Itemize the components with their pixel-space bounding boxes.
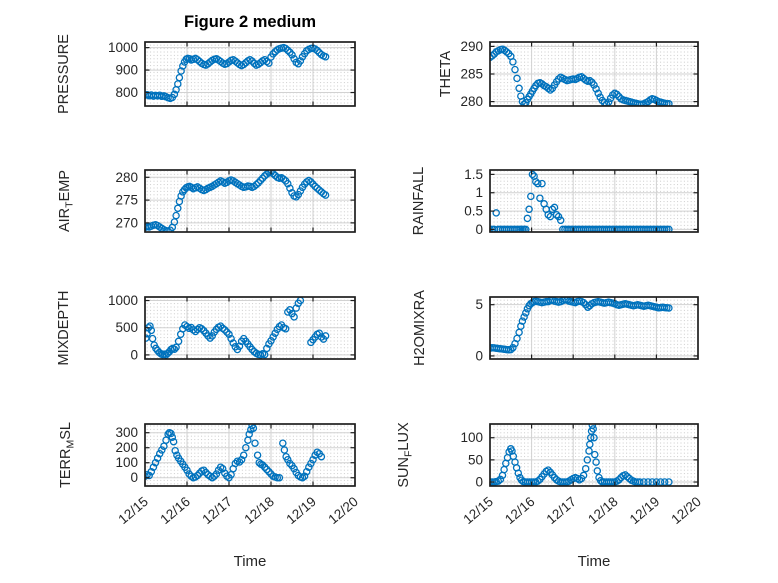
y-tick-label: 500 <box>115 320 138 335</box>
x-tick-label: 12/16 <box>157 494 193 527</box>
subplot-THETA: 280 285 290 THETA <box>438 39 699 109</box>
y-tick-label: 800 <box>115 85 138 100</box>
y-tick-label: 200 <box>115 440 138 455</box>
y-tick-label: 280 <box>115 170 138 185</box>
y-tick-label: 0 <box>475 475 483 490</box>
data-points <box>490 45 673 106</box>
tick-marks <box>489 424 699 486</box>
y-tick-label: 0.5 <box>464 204 483 219</box>
y-tick-label: 0 <box>130 470 138 485</box>
y-tick-label: 0 <box>475 222 483 237</box>
y-axis-label-H2OMIXRA: H2OMIXRA <box>412 290 428 366</box>
data-points <box>490 297 673 354</box>
x-tick-label: 12/19 <box>283 494 319 527</box>
y-tick-label: 1 <box>475 185 483 200</box>
subplot-SUN_FLUX: 0 50 100 SUNFLUX 12/15 12/16 12/17 12/18 12/19 12… <box>396 422 704 527</box>
x-tick-label: 12/18 <box>585 494 621 527</box>
subplot-H2OMIXRA: 0 5 H2OMIXRA <box>412 290 699 366</box>
axis-box <box>144 169 356 233</box>
x-tick-label: 12/20 <box>668 494 704 527</box>
y-tick-label: 280 <box>460 94 483 109</box>
tick-marks <box>144 42 356 106</box>
x-tick-label: 12/17 <box>199 494 235 527</box>
xlabel-time-left: Time <box>233 553 267 570</box>
y-axis-label-PRESSURE: PRESSURE <box>56 34 72 114</box>
x-tick-label: 12/19 <box>627 494 663 527</box>
data-points <box>145 170 330 232</box>
y-axis-label-THETA: THETA <box>438 50 454 97</box>
data-points <box>145 424 326 482</box>
tick-marks <box>144 170 356 232</box>
tick-marks <box>144 424 356 486</box>
minor-grid <box>491 171 697 231</box>
subplot-RAINFALL: 0 0.5 1 1.5 RAINFALL <box>411 167 699 237</box>
data-points <box>145 297 330 359</box>
x-tick-label: 12/15 <box>460 494 496 527</box>
y-axis-label-TERR_MSL: TERRMSL <box>58 422 77 488</box>
x-tick-label: 12/18 <box>241 494 277 527</box>
tick-marks <box>489 42 699 106</box>
axis-box <box>489 169 699 233</box>
y-tick-label: 1000 <box>108 40 138 55</box>
figure-title: Figure 2 medium <box>183 13 317 31</box>
tick-marks <box>144 297 356 359</box>
y-tick-label: 100 <box>460 430 483 445</box>
y-axis-label-SUN_FLUX: SUNFLUX <box>396 422 415 488</box>
y-tick-label: 100 <box>115 455 138 470</box>
xlabel-time-right: Time <box>577 553 611 570</box>
x-tick-label: 12/16 <box>502 494 538 527</box>
x-tick-label: 12/20 <box>325 494 361 527</box>
y-tick-label: 900 <box>115 63 138 78</box>
axis-box <box>144 41 356 107</box>
minor-grid <box>146 171 354 231</box>
y-tick-label: 300 <box>115 425 138 440</box>
y-tick-label: 5 <box>475 297 483 312</box>
y-tick-label: 270 <box>115 215 138 230</box>
data-points <box>490 170 673 232</box>
x-tick-label: 12/15 <box>115 494 151 527</box>
data-points <box>145 43 330 103</box>
y-tick-label: 1000 <box>108 293 138 308</box>
y-tick-label: 0 <box>475 348 483 363</box>
axis-box <box>489 423 699 487</box>
data-points <box>490 424 673 486</box>
axis-box <box>144 423 356 487</box>
tick-marks <box>489 170 699 232</box>
y-axis-label-MIXDEPTH: MIXDEPTH <box>56 291 72 366</box>
y-axis-label-RAINFALL: RAINFALL <box>411 167 427 236</box>
y-tick-label: 1.5 <box>464 167 483 182</box>
x-tick-label: 12/17 <box>544 494 580 527</box>
axis-box <box>489 296 699 360</box>
y-tick-label: 285 <box>460 67 483 82</box>
subplot-MIXDEPTH: 0 500 1000 MIXDEPTH <box>56 291 356 366</box>
y-tick-label: 290 <box>460 39 483 54</box>
minor-grid <box>491 298 697 358</box>
y-tick-label: 50 <box>468 452 483 467</box>
major-grid <box>145 42 355 106</box>
y-tick-label: 275 <box>115 193 138 208</box>
subplot-AIR_TEMP: 270 275 280 AIRTEMP <box>57 169 356 233</box>
y-axis-label-AIR_TEMP: AIRTEMP <box>57 170 76 232</box>
tick-marks <box>489 297 699 359</box>
subplot-PRESSURE: 800 900 1000 PRESSURE <box>56 34 356 114</box>
y-tick-label: 0 <box>130 347 138 362</box>
